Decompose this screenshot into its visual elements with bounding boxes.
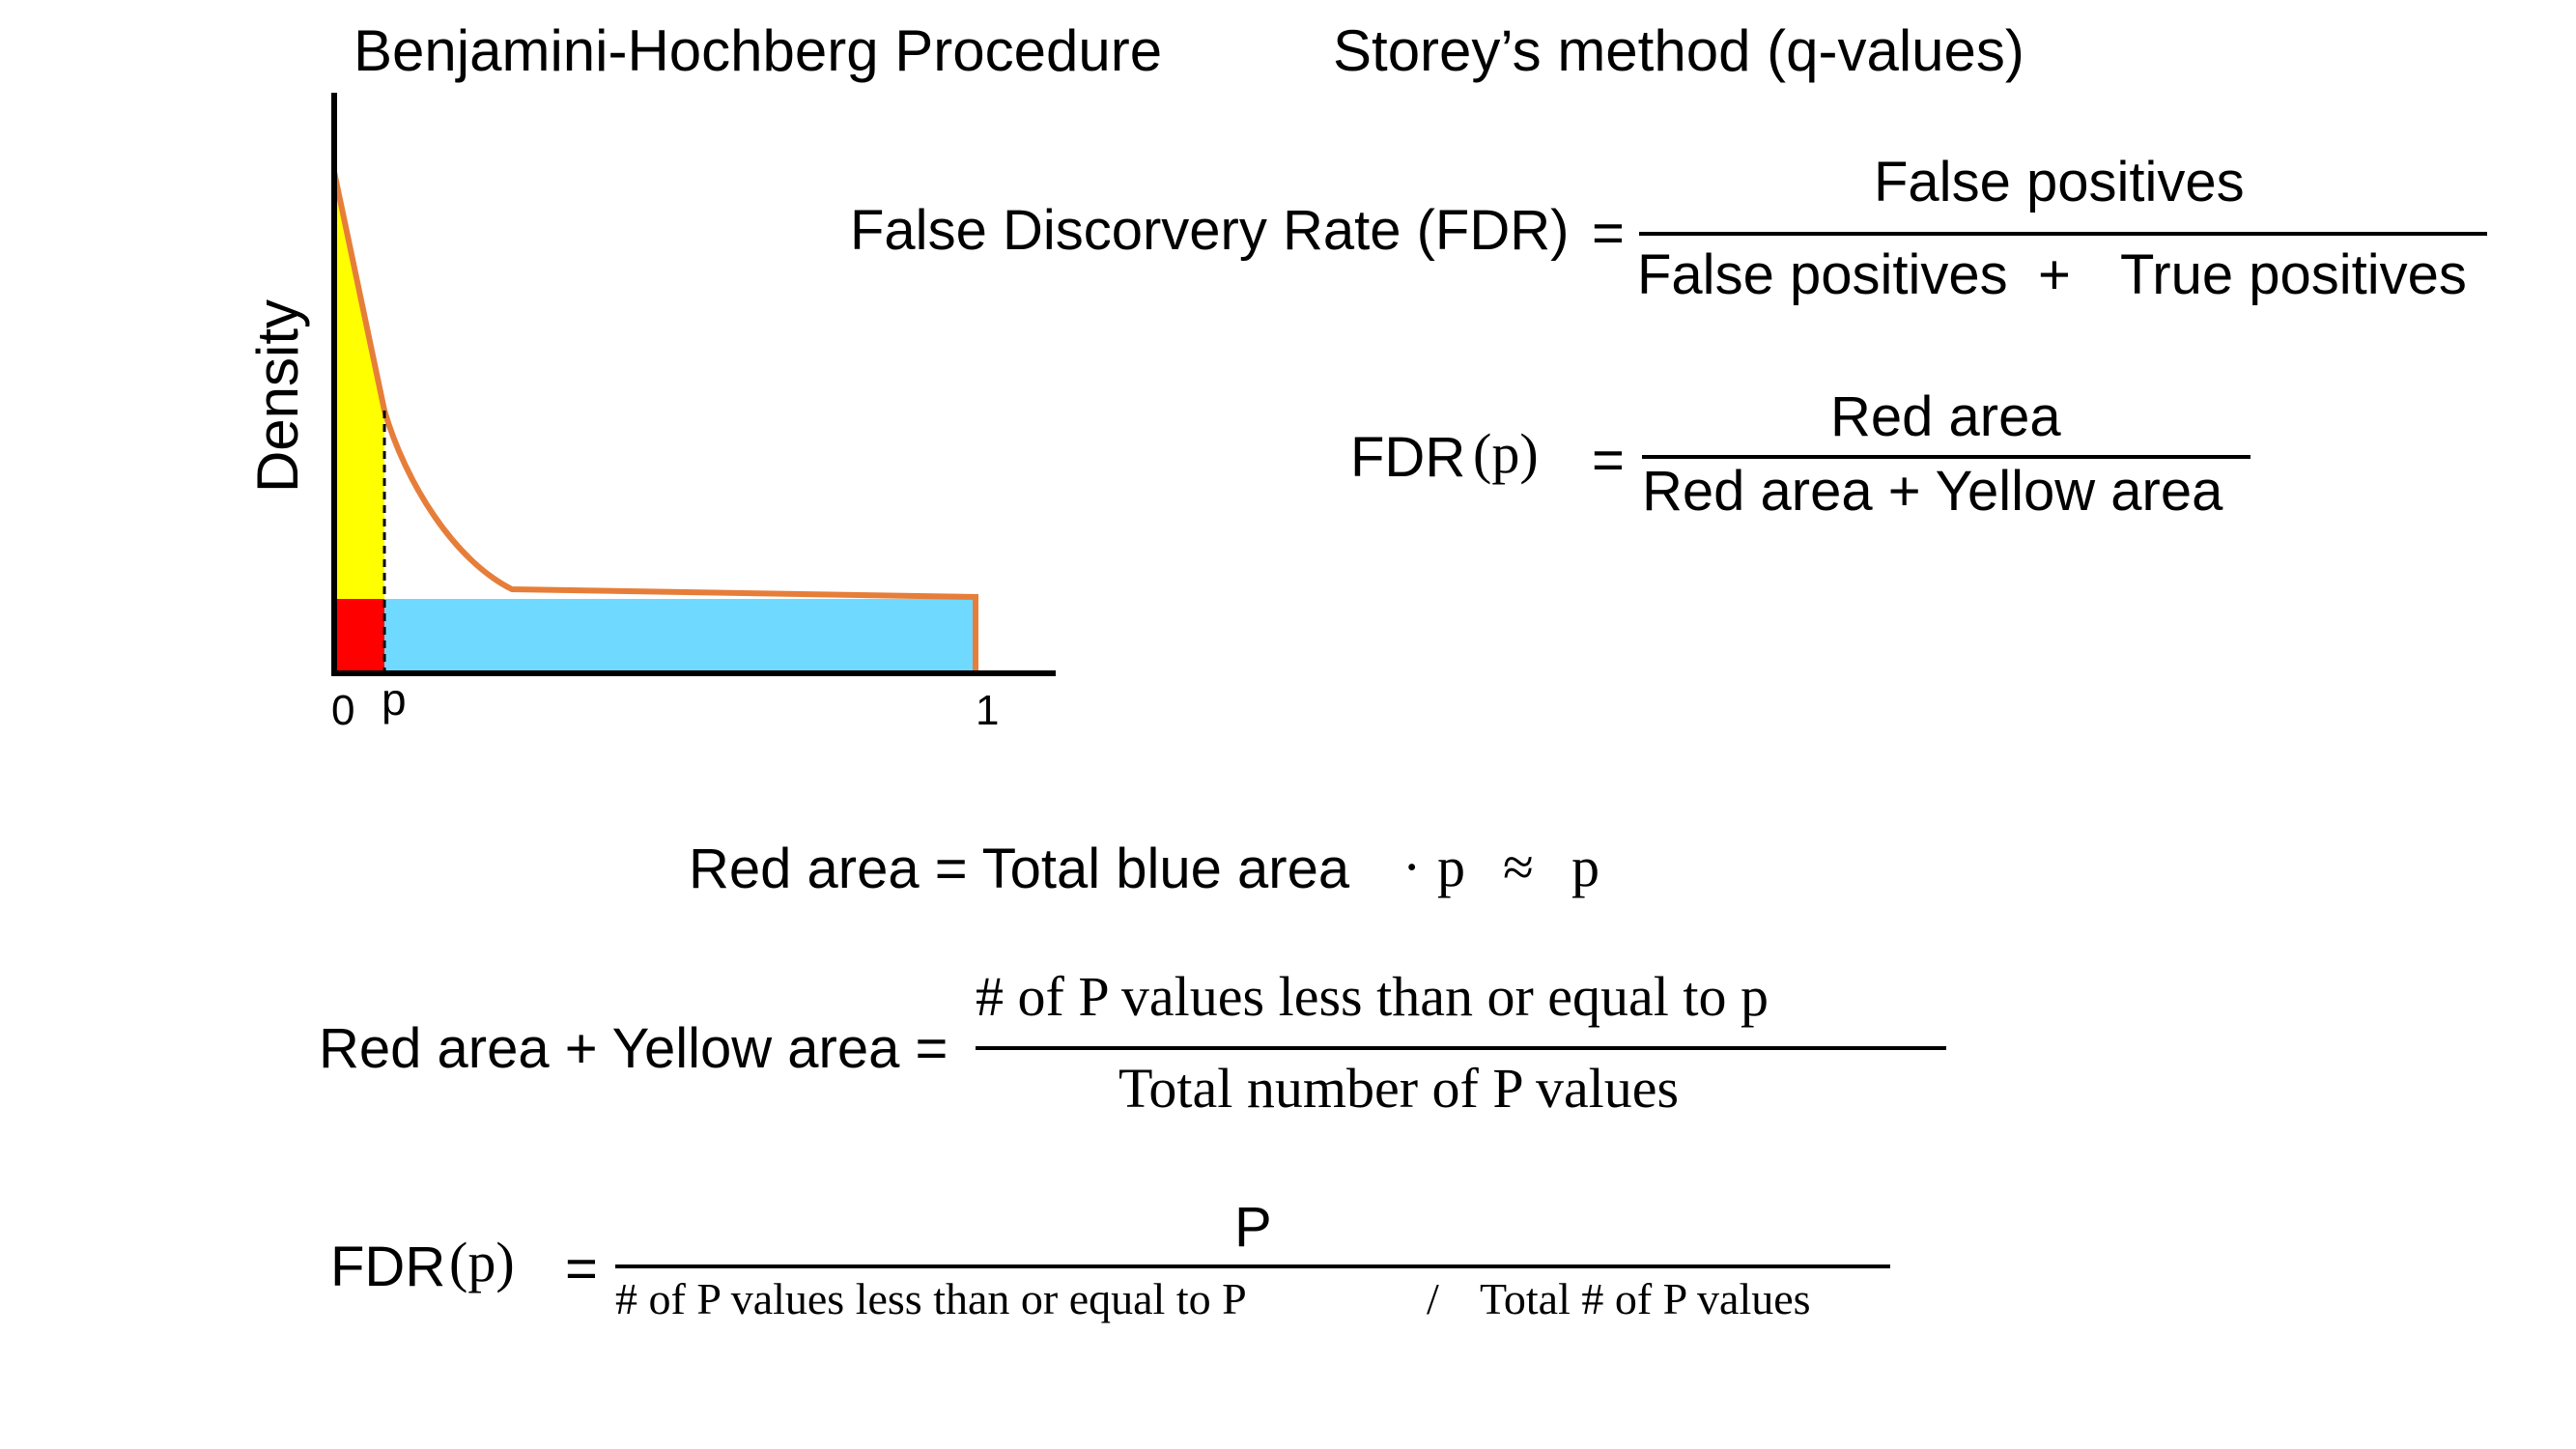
fdr-definition-numerator: False positives — [1874, 151, 2245, 213]
fdr-definition-denominator-a: False positives — [1637, 243, 2008, 306]
fdr-final-equals: = — [565, 1237, 598, 1300]
fdr-definition-lhs: False Discorvery Rate (FDR) — [850, 199, 1570, 262]
fdr-final-denominator-b: Total # of P values — [1480, 1274, 1811, 1323]
fdr-area-lhs-text: FDR — [1350, 426, 1466, 489]
fdr-definition-fraction-bar — [1639, 232, 2487, 236]
red-area-equation-text: Red area = Total blue area — [689, 838, 1350, 900]
fdr-final-lhs-text: FDR — [330, 1236, 446, 1298]
blue-region — [384, 599, 976, 673]
red-area-equation-approx: ≈ — [1503, 836, 1534, 898]
fdr-area-equals: = — [1592, 429, 1625, 492]
fdr-final-lhs-arg: (p) — [449, 1231, 515, 1293]
fdr-final-denominator-a: # of P values less than or equal to P — [615, 1274, 1247, 1323]
red-area-equation-p1: p — [1437, 836, 1465, 898]
fdr-final-numerator: P — [1234, 1196, 1272, 1259]
fdr-final-slash: / — [1427, 1274, 1439, 1323]
title-storey-method: Storey’s method (q-values) — [1333, 18, 2024, 83]
y-axis-label: Density — [245, 299, 310, 493]
red-area-equation-dot: · — [1402, 836, 1422, 898]
fdr-definition-denominator-b: True positives — [2120, 243, 2467, 306]
fdr-final-fraction-bar — [615, 1264, 1890, 1268]
yellow-region — [334, 172, 384, 599]
fdr-definition-plus: + — [2038, 243, 2071, 306]
red-yellow-equation-numerator: # of P values less than or equal to p — [976, 965, 1769, 1028]
fdr-area-denominator: Red area + Yellow area — [1642, 460, 2223, 523]
fdr-area-numerator: Red area — [1830, 385, 2061, 448]
x-tick-p: p — [382, 674, 407, 724]
red-yellow-equation-denominator: Total number of P values — [1118, 1057, 1680, 1120]
x-tick-0: 0 — [331, 687, 354, 734]
red-area-equation-p2: p — [1571, 836, 1599, 898]
density-curve — [331, 171, 978, 673]
density-plot: 0 p 1 Density — [245, 93, 1056, 734]
x-tick-1: 1 — [976, 687, 999, 734]
red-yellow-equation-fraction-bar — [976, 1046, 1946, 1050]
fdr-area-fraction-bar — [1642, 455, 2250, 459]
red-region — [334, 599, 384, 673]
title-benjamini-hochberg: Benjamini-Hochberg Procedure — [354, 18, 1163, 83]
red-yellow-equation-lhs: Red area + Yellow area = — [319, 1017, 948, 1080]
fdr-definition-equals: = — [1592, 202, 1625, 265]
fdr-area-lhs-arg: (p) — [1473, 422, 1539, 485]
